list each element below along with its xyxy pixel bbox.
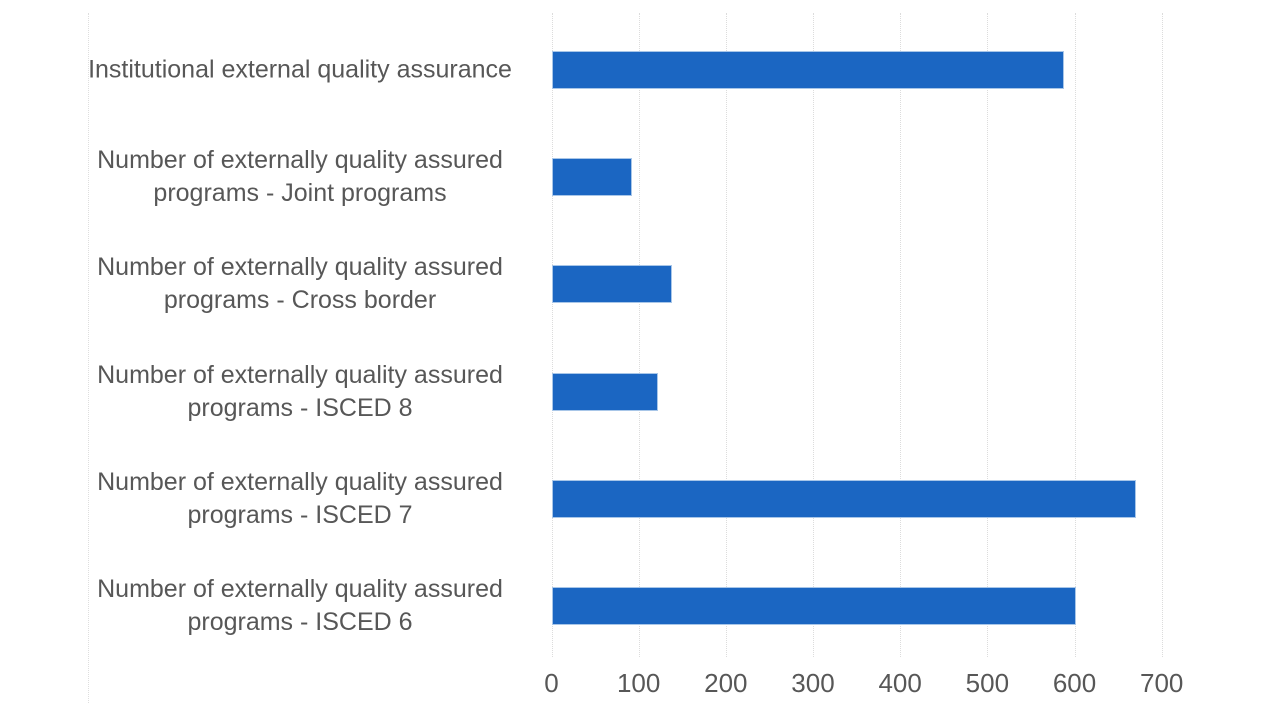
- x-axis-tick-label: 600: [1052, 668, 1097, 698]
- bar[interactable]: [551, 157, 632, 196]
- x-axis-tick-label: 700: [1139, 668, 1184, 698]
- category-label: Number of externally quality assured pro…: [97, 467, 503, 529]
- category-label: Institutional external quality assurance: [88, 55, 512, 84]
- bar[interactable]: [551, 265, 672, 304]
- gridline: [900, 13, 902, 657]
- gridline: [638, 13, 640, 657]
- x-axis-tick-label: 400: [878, 668, 922, 698]
- category-label: Number of externally quality assured pro…: [97, 360, 503, 422]
- x-axis-tick-label: 500: [965, 668, 1010, 698]
- gridline: [813, 13, 814, 657]
- bar[interactable]: [551, 372, 658, 411]
- category-label: Number of externally quality assured pro…: [97, 575, 503, 637]
- bar[interactable]: [551, 479, 1136, 518]
- category-label: Number of externally quality assured pro…: [97, 145, 503, 207]
- x-axis-tick-label: 300: [791, 668, 835, 698]
- bar[interactable]: [551, 50, 1065, 89]
- gridline: [551, 13, 553, 657]
- gridline: [1074, 13, 1076, 657]
- gridline: [1161, 13, 1163, 657]
- category-label: Number of externally quality assured pro…: [97, 253, 503, 315]
- gridline: [725, 13, 727, 657]
- category-axis-line: [88, 13, 89, 703]
- x-axis-tick-label: 100: [616, 668, 661, 698]
- x-axis-tick-label: 0: [544, 668, 559, 698]
- x-axis-tick-label: 200: [704, 668, 748, 698]
- bar[interactable]: [551, 587, 1077, 626]
- gridline: [987, 13, 989, 657]
